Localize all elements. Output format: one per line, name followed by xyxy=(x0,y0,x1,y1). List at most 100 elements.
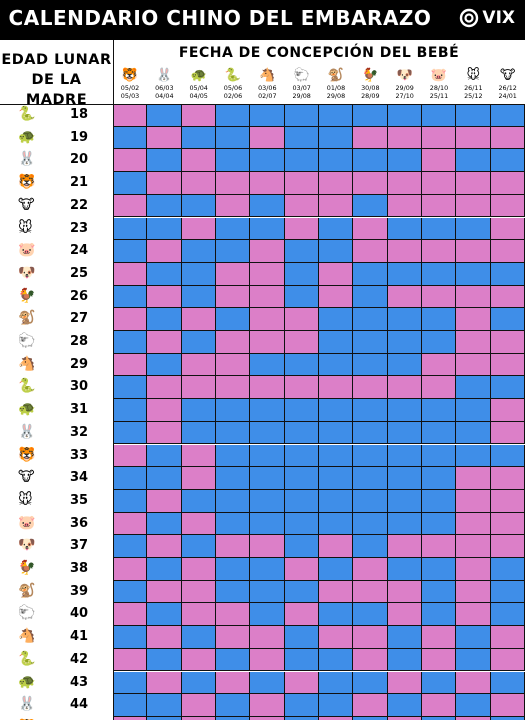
boy-cell xyxy=(387,331,422,354)
boy-cell xyxy=(490,149,525,173)
boy-cell xyxy=(284,262,319,286)
girl-cell xyxy=(215,603,251,627)
boy-cell xyxy=(318,331,354,354)
boy-cell xyxy=(250,603,285,627)
boy-cell xyxy=(353,194,388,218)
turtle-icon: 🐢 xyxy=(190,68,207,83)
girl-cell xyxy=(284,376,319,400)
boy-cell xyxy=(113,285,148,309)
age-number: 34 xyxy=(70,470,89,486)
rabbit-icon: 🐰 xyxy=(18,423,36,440)
boy-cell xyxy=(113,626,148,649)
boy-cell xyxy=(490,558,525,581)
rooster-icon: 🐓 xyxy=(18,287,36,304)
boy-cell xyxy=(181,626,216,649)
girl-cell xyxy=(490,331,525,354)
girl-cell xyxy=(387,240,422,263)
boy-cell xyxy=(318,694,354,717)
age-row-label: 🐢 43 xyxy=(0,672,113,695)
girl-cell xyxy=(113,716,148,720)
girl-cell xyxy=(215,535,251,558)
girl-cell xyxy=(353,126,388,150)
boy-cell xyxy=(284,716,319,720)
girl-cell xyxy=(147,580,182,604)
girl-cell xyxy=(284,603,319,627)
age-row-label: 🐮 34 xyxy=(0,467,113,490)
boy-cell xyxy=(421,262,457,286)
boy-cell xyxy=(215,126,251,150)
girl-cell xyxy=(421,535,457,558)
title-bar: CALENDARIO CHINO DEL EMBARAZO VIX xyxy=(0,0,525,40)
age-number: 40 xyxy=(70,606,89,622)
boy-cell xyxy=(284,421,319,445)
age-row-label: 🐢 31 xyxy=(0,399,113,422)
girl-cell xyxy=(387,603,422,627)
boy-cell xyxy=(353,262,388,286)
boy-cell xyxy=(387,512,422,536)
girl-cell xyxy=(456,535,491,558)
girl-cell xyxy=(490,172,525,195)
boy-cell xyxy=(147,603,182,627)
boy-cell xyxy=(421,580,457,604)
rat-icon: 🐭 xyxy=(18,219,33,236)
boy-cell xyxy=(215,489,251,513)
column-header: 🐯 05/02 05/03 xyxy=(113,66,147,104)
girl-cell xyxy=(353,580,388,604)
age-number: 29 xyxy=(70,356,89,372)
age-row-label: 🐮 22 xyxy=(0,195,113,218)
boy-cell xyxy=(147,149,182,173)
girl-cell xyxy=(421,240,457,263)
boy-cell xyxy=(456,444,491,468)
girl-cell xyxy=(181,217,216,241)
boy-cell xyxy=(284,353,319,377)
boy-cell xyxy=(147,217,182,241)
girl-cell xyxy=(215,331,251,354)
girl-cell xyxy=(456,331,491,354)
dog-icon: 🐶 xyxy=(18,264,36,281)
age-number: 26 xyxy=(70,288,89,304)
girl-cell xyxy=(456,558,491,581)
age-row-label: 🐍 18 xyxy=(0,104,113,127)
boy-cell xyxy=(113,489,148,513)
girl-cell xyxy=(181,376,216,400)
girl-cell xyxy=(421,285,457,309)
boy-cell xyxy=(387,444,422,468)
date-start: 26/11 xyxy=(464,84,483,92)
boy-cell xyxy=(147,467,182,490)
boy-cell xyxy=(113,421,148,445)
boy-cell xyxy=(113,694,148,717)
age-number: 18 xyxy=(70,107,89,122)
date-start: 03/06 xyxy=(258,84,277,92)
sheep-icon: 🐑 xyxy=(18,333,36,349)
monkey-icon: 🐒 xyxy=(18,310,36,327)
girl-cell xyxy=(387,671,422,695)
age-number: 19 xyxy=(70,129,89,145)
date-start: 29/09 xyxy=(395,84,414,92)
girl-cell xyxy=(353,558,388,581)
date-start: 05/02 xyxy=(120,84,140,92)
boy-cell xyxy=(113,217,148,241)
girl-cell xyxy=(387,126,422,150)
ox-icon: 🐮 xyxy=(18,469,35,486)
boy-cell xyxy=(421,489,457,513)
boy-cell xyxy=(181,671,216,695)
girl-cell xyxy=(113,648,148,672)
boy-cell xyxy=(387,308,422,331)
girl-cell xyxy=(250,308,285,331)
date-end: 28/09 xyxy=(361,92,380,100)
girl-cell xyxy=(490,399,525,422)
column-header: 🐰 06/03 04/04 xyxy=(147,66,181,104)
girl-cell xyxy=(456,512,491,536)
girl-cell xyxy=(421,172,457,195)
boy-cell xyxy=(421,512,457,536)
boy-cell xyxy=(421,671,457,695)
boy-cell xyxy=(147,308,182,331)
column-header: 🐭 26/11 25/12 xyxy=(456,66,490,104)
boy-cell xyxy=(421,467,457,490)
dog-icon: 🐶 xyxy=(18,537,36,554)
girl-cell xyxy=(113,353,148,377)
date-end: 05/03 xyxy=(120,92,140,100)
age-number: 38 xyxy=(70,561,89,576)
column-header: 🐶 29/09 27/10 xyxy=(388,66,422,104)
boy-cell xyxy=(353,399,388,422)
